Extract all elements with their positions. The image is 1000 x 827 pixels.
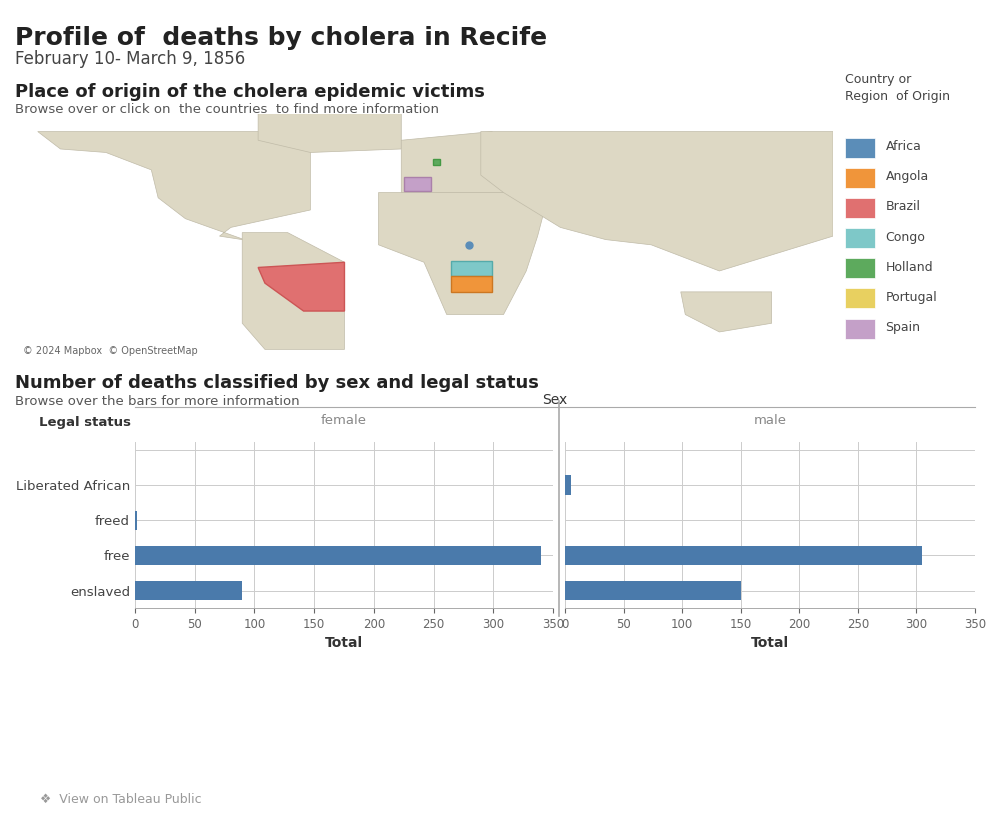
Polygon shape	[433, 160, 440, 165]
X-axis label: Total: Total	[325, 636, 363, 650]
Text: Place of origin of the cholera epidemic victims: Place of origin of the cholera epidemic …	[15, 83, 485, 101]
Bar	[565, 581, 741, 600]
FancyBboxPatch shape	[845, 318, 875, 338]
Text: Browse over or click on  the countries  to find more information: Browse over or click on the countries to…	[15, 103, 439, 117]
Text: February 10- March 9, 1856: February 10- March 9, 1856	[15, 50, 245, 68]
FancyBboxPatch shape	[845, 137, 875, 158]
X-axis label: Total: Total	[751, 636, 789, 650]
Polygon shape	[451, 261, 492, 276]
Text: Sex: Sex	[542, 393, 568, 407]
Text: Angola: Angola	[886, 170, 929, 184]
FancyBboxPatch shape	[845, 168, 875, 188]
Text: Country or
Region  of Origin: Country or Region of Origin	[845, 73, 950, 103]
Text: Number of deaths classified by sex and legal status: Number of deaths classified by sex and l…	[15, 374, 539, 392]
Text: Profile of  deaths by cholera in Recife: Profile of deaths by cholera in Recife	[15, 26, 547, 50]
Bar	[565, 546, 922, 565]
Text: Congo: Congo	[886, 231, 925, 243]
Bar	[135, 510, 137, 530]
Polygon shape	[379, 193, 549, 314]
Polygon shape	[242, 232, 344, 349]
Polygon shape	[481, 131, 833, 271]
Polygon shape	[401, 131, 504, 193]
Text: Portugal: Portugal	[886, 291, 937, 304]
Polygon shape	[404, 177, 431, 191]
FancyBboxPatch shape	[845, 198, 875, 218]
Polygon shape	[681, 292, 772, 332]
Text: © 2024 Mapbox  © OpenStreetMap: © 2024 Mapbox © OpenStreetMap	[23, 346, 198, 356]
Text: Browse over the bars for more information: Browse over the bars for more informatio…	[15, 395, 300, 409]
Text: Africa: Africa	[886, 140, 921, 153]
Text: male: male	[754, 414, 786, 427]
Polygon shape	[258, 262, 344, 311]
Polygon shape	[451, 276, 492, 292]
Bar	[135, 581, 242, 600]
Bar	[135, 546, 541, 565]
Text: Holland: Holland	[886, 261, 933, 274]
Polygon shape	[38, 131, 310, 241]
Text: Brazil: Brazil	[886, 200, 920, 213]
Text: female: female	[321, 414, 367, 427]
Polygon shape	[258, 109, 401, 152]
Text: Spain: Spain	[886, 321, 920, 334]
FancyBboxPatch shape	[845, 228, 875, 248]
FancyBboxPatch shape	[845, 258, 875, 279]
Text: Legal status: Legal status	[39, 416, 131, 429]
Bar	[565, 476, 571, 495]
Text: ❖  View on Tableau Public: ❖ View on Tableau Public	[40, 793, 202, 806]
FancyBboxPatch shape	[845, 289, 875, 308]
